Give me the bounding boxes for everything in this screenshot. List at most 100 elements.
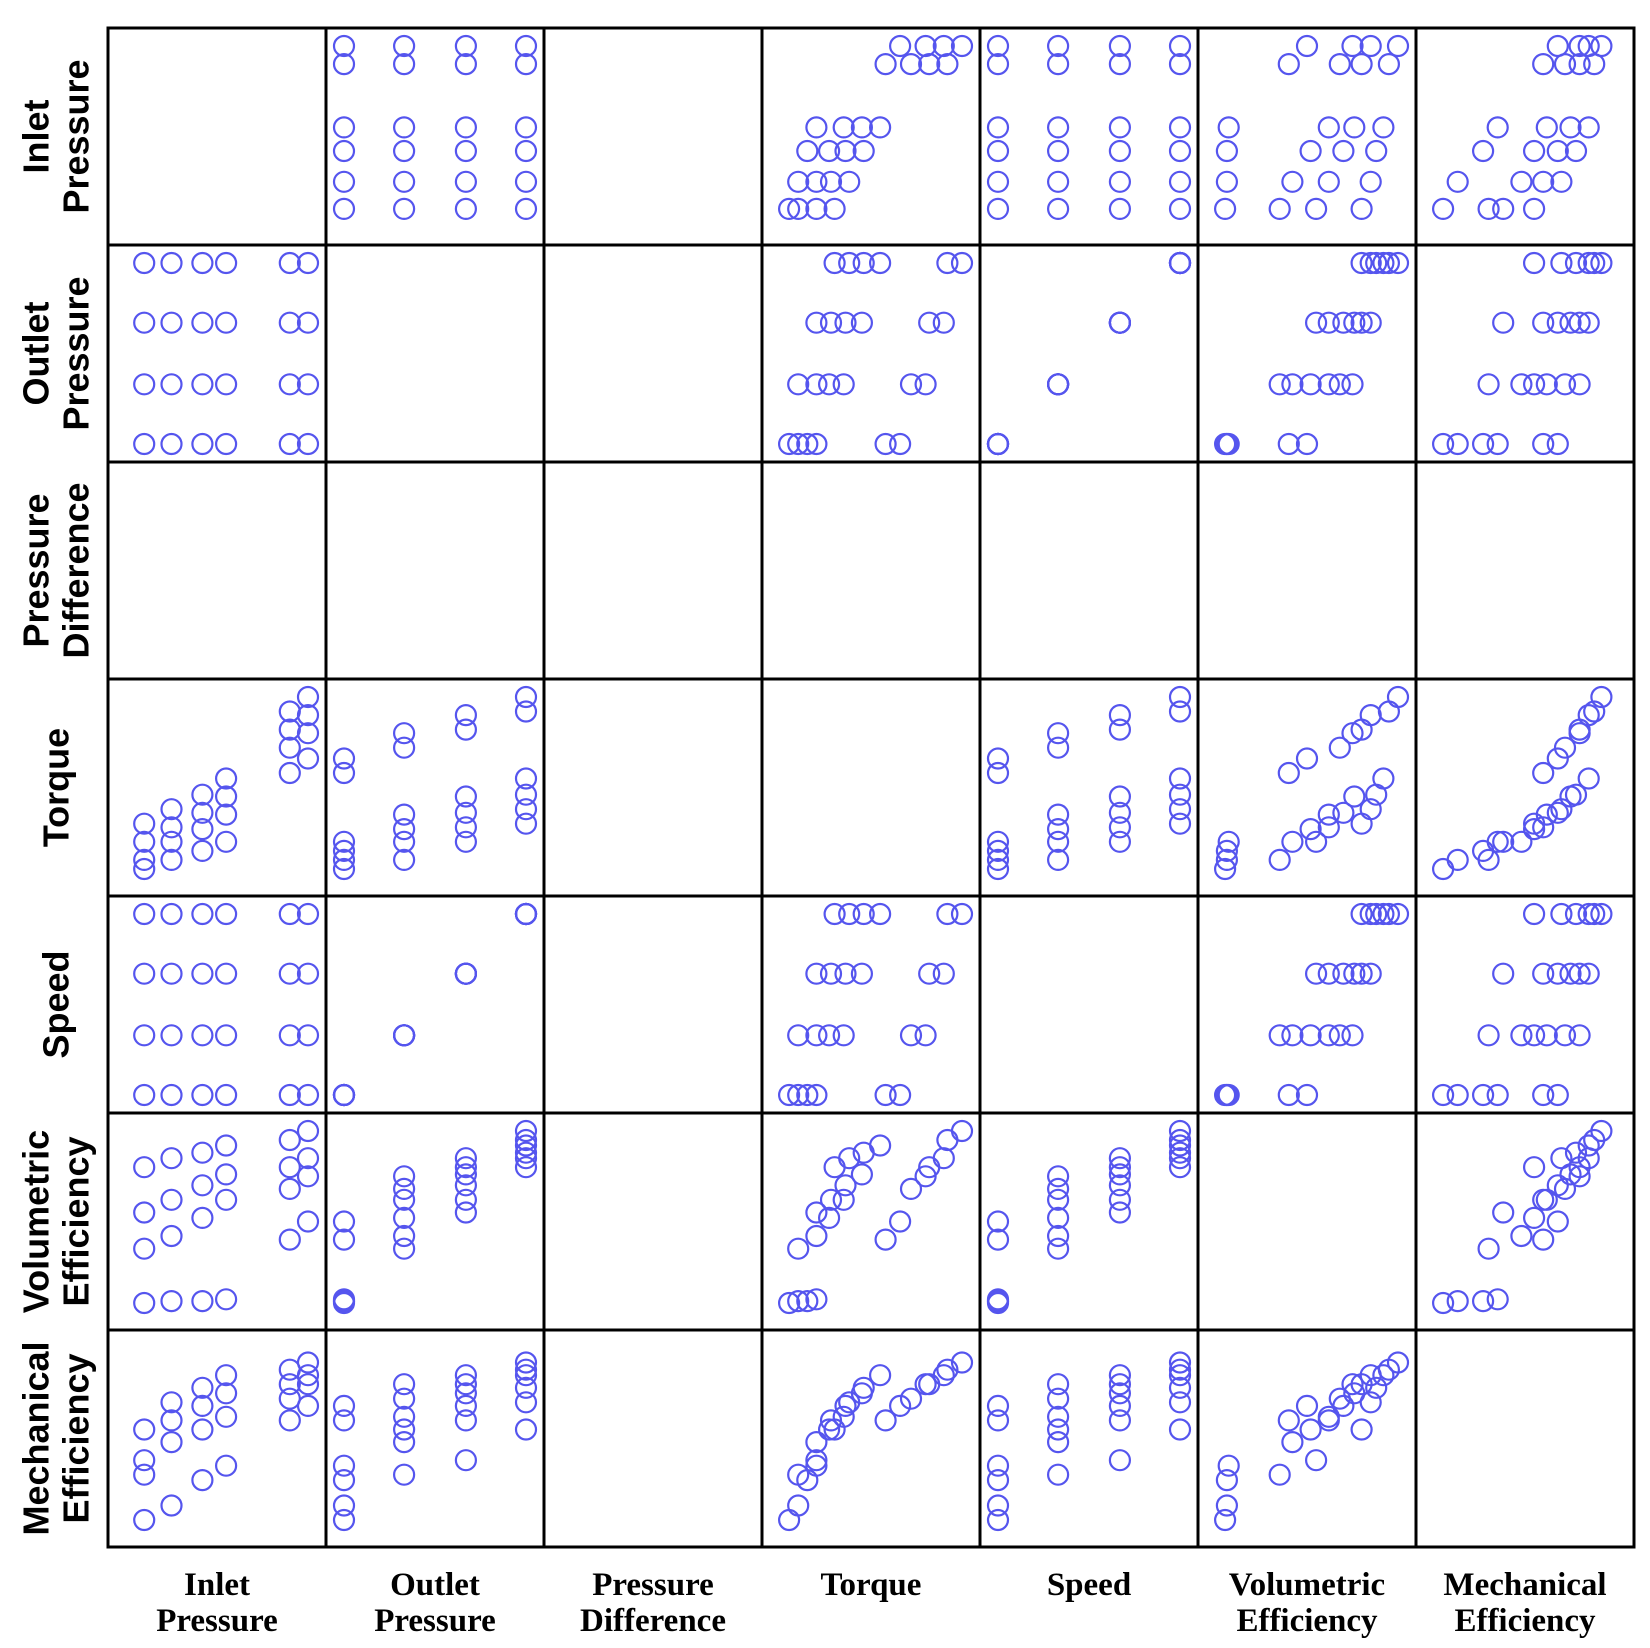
point-me-vs-tq-21 — [868, 1364, 892, 1387]
matrix-cell-sp-pd — [542, 894, 764, 1115]
point-ip-vs-ve-8 — [1299, 139, 1322, 163]
point-ip-vs-op-13 — [454, 170, 477, 193]
point-me-vs-op-7 — [393, 1430, 416, 1454]
point-me-vs-tq-23 — [950, 1351, 974, 1374]
point-ve-vs-ip-17 — [296, 1147, 320, 1170]
point-op-vs-me-20 — [1564, 251, 1588, 275]
point-op-vs-me-8 — [1522, 373, 1546, 396]
point-op-vs-ve-7 — [1281, 373, 1304, 396]
point-ve-vs-sp-5 — [986, 1210, 1010, 1233]
point-me-vs-ip-9 — [215, 1405, 238, 1428]
point-sp-vs-ve-18 — [1350, 902, 1373, 926]
point-ip-vs-me-1 — [1446, 170, 1469, 193]
point-sp-vs-me-11 — [1568, 1024, 1591, 1047]
point-tq-vs-sp-4 — [986, 761, 1010, 785]
point-tq-vs-ve-13 — [1317, 816, 1340, 839]
point-ip-vs-ve-19 — [1359, 170, 1382, 193]
point-ip-vs-ve-14 — [1332, 139, 1355, 163]
point-ip-vs-tq-8 — [817, 139, 841, 163]
point-op-vs-tq-13 — [819, 311, 843, 334]
point-tq-vs-op-21 — [514, 767, 538, 790]
point-ve-vs-op-12 — [454, 1201, 477, 1224]
point-me-vs-op-5 — [332, 1394, 356, 1418]
point-me-vs-sp-22 — [1168, 1358, 1192, 1381]
column-label-ve-0: Volumetric — [1229, 1567, 1385, 1603]
matrix-cell-sp-ve — [1196, 894, 1418, 1115]
point-me-vs-ve-3 — [1217, 1454, 1240, 1477]
row-label-me-1: Efficiency — [56, 1353, 97, 1523]
point-sp-vs-ve-17 — [1359, 962, 1382, 985]
point-ve-vs-ip-0 — [133, 1291, 156, 1315]
point-ip-vs-sp-0 — [986, 197, 1010, 220]
point-op-vs-ve-19 — [1359, 251, 1382, 275]
point-ip-vs-tq-0 — [777, 197, 801, 220]
point-ip-vs-ve-7 — [1281, 170, 1304, 193]
point-ve-vs-sp-11 — [1046, 1165, 1070, 1188]
row-label-pd-1: Difference — [56, 482, 97, 658]
point-ip-vs-tq-5 — [888, 34, 912, 58]
point-ip-vs-sp-21 — [1168, 116, 1192, 139]
point-me-vs-op-3 — [332, 1454, 356, 1477]
column-label-tq-0: Torque — [821, 1567, 922, 1603]
matrix-cell-sp-tq — [760, 894, 982, 1115]
point-tq-vs-me-5 — [1546, 747, 1569, 770]
point-me-vs-op-1 — [332, 1494, 356, 1517]
point-ip-vs-op-4 — [332, 52, 356, 76]
point-op-vs-ve-8 — [1299, 373, 1322, 396]
matrix-cell-pd-tq — [760, 460, 982, 681]
point-me-vs-sp-13 — [1108, 1409, 1132, 1432]
point-tq-vs-ve-2 — [1215, 839, 1239, 863]
matrix-cell-me-op — [324, 1328, 546, 1549]
point-ip-vs-me-7 — [1510, 170, 1533, 193]
point-me-vs-op-8 — [393, 1418, 416, 1441]
point-ve-vs-sp-19 — [1168, 1147, 1192, 1170]
point-ip-vs-ve-9 — [1317, 116, 1340, 139]
point-sp-vs-ip-0 — [133, 1083, 156, 1107]
point-sp-vs-ip-13 — [160, 962, 183, 985]
point-op-vs-tq-21 — [868, 251, 892, 275]
point-sp-vs-me-8 — [1522, 1024, 1546, 1047]
point-tq-vs-op-5 — [332, 747, 356, 770]
matrix-cell-me-me — [1414, 1328, 1636, 1549]
point-me-vs-sp-18 — [1168, 1418, 1192, 1441]
point-op-vs-me-13 — [1532, 311, 1555, 334]
point-ve-vs-me-20 — [1564, 1141, 1588, 1164]
point-ip-vs-sp-18 — [1168, 197, 1192, 220]
point-ip-vs-me-8 — [1522, 139, 1546, 163]
point-tq-vs-sp-2 — [986, 839, 1010, 863]
point-sp-vs-tq-8 — [817, 1024, 841, 1047]
point-ve-vs-tq-19 — [838, 1147, 861, 1170]
point-op-vs-me-23 — [1590, 251, 1613, 275]
point-sp-vs-ve-12 — [1304, 962, 1328, 985]
point-sp-vs-me-1 — [1446, 1083, 1469, 1107]
point-tq-vs-ip-7 — [160, 830, 183, 853]
point-ip-vs-op-14 — [454, 139, 477, 163]
point-op-vs-ve-5 — [1295, 432, 1319, 456]
point-ve-vs-op-6 — [393, 1237, 416, 1260]
point-me-vs-sp-0 — [986, 1508, 1010, 1532]
point-tq-vs-sp-21 — [1168, 767, 1192, 790]
point-ip-vs-me-23 — [1590, 34, 1613, 58]
point-me-vs-op-0 — [332, 1508, 356, 1532]
point-sp-vs-ip-3 — [215, 1083, 238, 1107]
matrix-cell-pd-sp — [978, 460, 1200, 681]
matrix-cell-op-me — [1414, 243, 1636, 464]
point-tq-vs-op-20 — [514, 783, 538, 806]
point-sp-vs-me-4 — [1532, 1083, 1555, 1107]
point-me-vs-sp-12 — [1108, 1449, 1132, 1472]
point-tq-vs-me-14 — [1546, 801, 1569, 824]
point-sp-vs-ip-7 — [160, 1024, 183, 1047]
point-ip-vs-tq-20 — [852, 139, 875, 163]
point-tq-vs-ve-14 — [1332, 801, 1355, 824]
point-sp-vs-ve-16 — [1350, 962, 1373, 985]
point-ve-vs-op-7 — [393, 1224, 416, 1248]
point-me-vs-sp-3 — [986, 1454, 1010, 1477]
point-op-vs-ve-10 — [1328, 373, 1351, 396]
point-sp-vs-me-16 — [1568, 962, 1591, 985]
point-me-vs-sp-16 — [1108, 1373, 1132, 1396]
point-me-vs-ip-7 — [160, 1430, 183, 1454]
point-me-vs-sp-9 — [1046, 1405, 1070, 1428]
point-ip-vs-ve-6 — [1268, 197, 1291, 220]
point-sp-vs-me-9 — [1535, 1024, 1558, 1047]
point-ip-vs-ve-2 — [1215, 139, 1239, 163]
